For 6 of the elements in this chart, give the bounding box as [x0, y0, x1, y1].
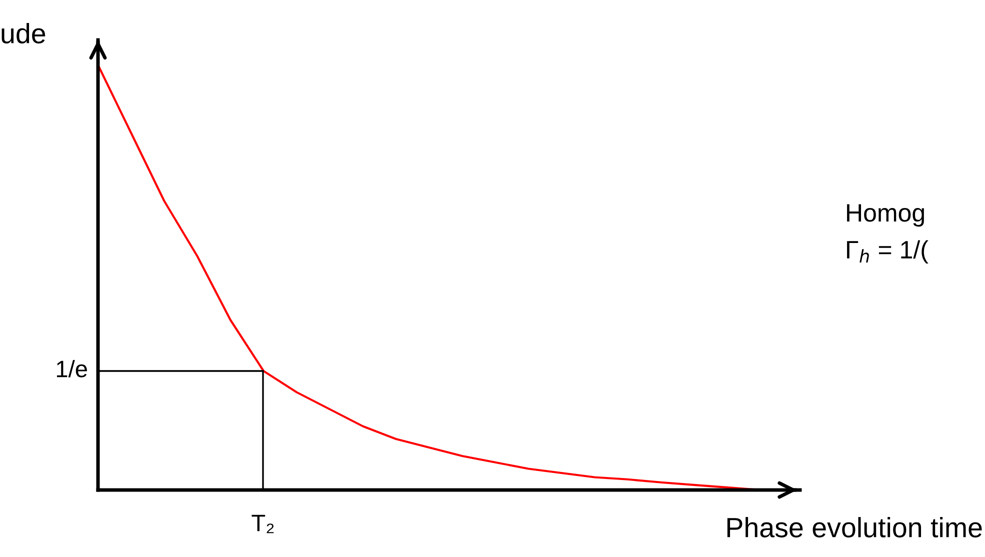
text: Γ$_{h}$ = 1/(	[847, 240, 928, 264]
text: T₂	[252, 514, 274, 534]
x-axis-title: Phase evolution time	[727, 517, 982, 538]
text: 1/e	[56, 360, 87, 378]
y-axis-title: ude	[2, 23, 46, 44]
text: Homog	[847, 204, 924, 227]
